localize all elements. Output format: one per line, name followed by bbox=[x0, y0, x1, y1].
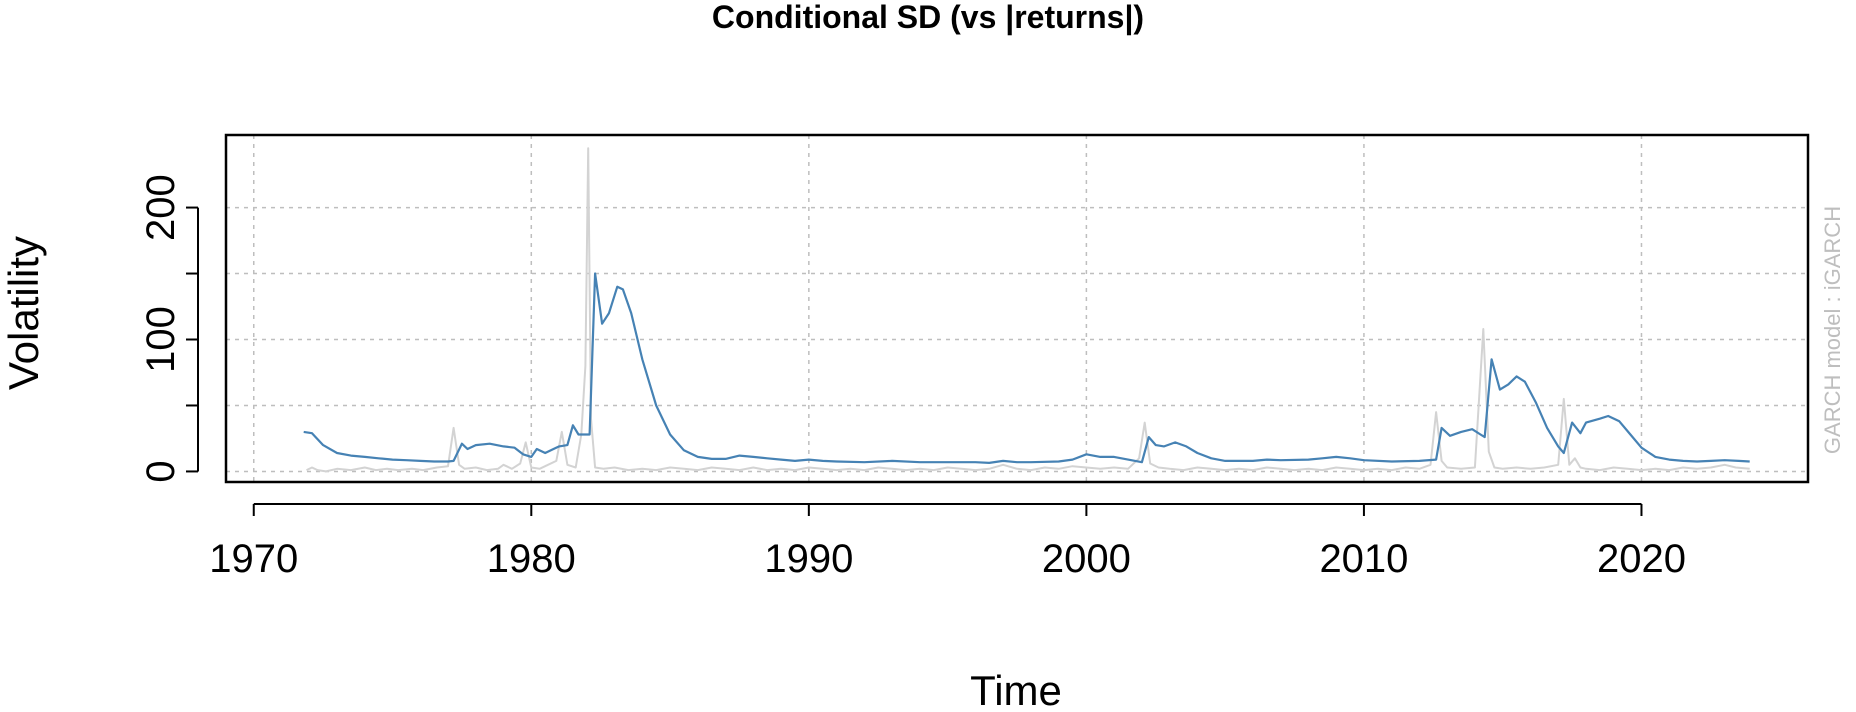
x-tick-label: 1990 bbox=[764, 537, 853, 581]
model-side-note: GARCH model : iGARCH bbox=[1820, 206, 1845, 454]
abs-returns-line bbox=[306, 147, 1750, 473]
y-tick-label: 100 bbox=[139, 306, 183, 373]
y-tick-label: 200 bbox=[139, 174, 183, 241]
series-layer bbox=[303, 147, 1750, 473]
y-tick-label: 0 bbox=[139, 460, 183, 482]
x-axis-label: Time bbox=[970, 667, 1062, 712]
y-axis-label: Volatility bbox=[0, 236, 47, 390]
conditional-sd-line bbox=[303, 272, 1750, 464]
x-tick-label: 1980 bbox=[487, 537, 576, 581]
x-tick-label: 1970 bbox=[209, 537, 298, 581]
x-tick-label: 2010 bbox=[1319, 537, 1408, 581]
plot-area-border bbox=[224, 133, 1810, 484]
x-tick-label: 2000 bbox=[1042, 537, 1131, 581]
x-tick-label: 2020 bbox=[1597, 537, 1686, 581]
grid-lines bbox=[226, 135, 1808, 482]
axes: 1970 1980 1990 2000 2010 2020 0 100 200 bbox=[139, 174, 1686, 581]
chart-title: Conditional SD (vs |returns|) bbox=[712, 0, 1144, 35]
